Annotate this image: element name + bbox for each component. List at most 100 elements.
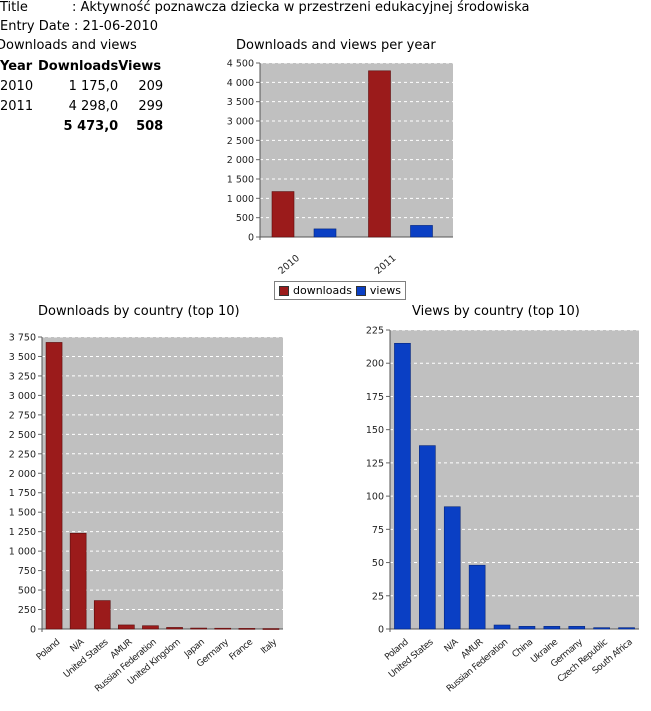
total-views: 508 <box>136 118 164 134</box>
chart-1: 0 250 500 750 1 000 1 250 1 500 1 750 2 000 2 250… <box>9 333 283 694</box>
x-tick-label: France <box>228 637 256 663</box>
y-tick-label: 1 000 <box>9 547 36 558</box>
y-tick-label: 2 000 <box>9 469 36 480</box>
x-tick-label: N/A <box>69 637 88 655</box>
header-views: Views <box>118 58 162 74</box>
y-tick-label: 200 <box>366 359 384 370</box>
y-tick-label: 4 000 <box>227 78 254 89</box>
x-tick-label: N/A <box>443 637 462 655</box>
y-tick-label: 175 <box>366 392 384 403</box>
title-value: : Aktywność poznawcza dziecka w przestrz… <box>72 0 530 15</box>
y-tick-label: 125 <box>366 458 384 469</box>
year-cell: 2010 <box>0 78 34 94</box>
chart-0: 0 500 1 000 1 500 2 000 2 500 3 000 3 500 4 000 4… <box>227 59 453 277</box>
entry-date-label: Entry Date <box>0 19 70 34</box>
bar-downloads <box>271 191 295 238</box>
y-tick-label: 3 500 <box>227 97 254 108</box>
bar <box>118 624 135 630</box>
y-tick-label: 3 000 <box>9 391 36 402</box>
bar-downloads <box>368 70 391 238</box>
stats-header-row: Year Downloads Views <box>0 56 163 76</box>
legend-views-swatch <box>355 285 366 296</box>
bar <box>443 506 461 630</box>
title-row: Title : Aktywność poznawcza dziecka w prz… <box>0 0 529 16</box>
chart-title-views-country: Views by country (top 10) <box>412 304 580 319</box>
chart-legend: downloads views <box>274 281 406 300</box>
y-tick-label: 150 <box>366 425 384 436</box>
y-tick-label: 750 <box>18 566 36 577</box>
y-tick-label: 2 500 <box>227 136 254 147</box>
total-row: 5 473,0 508 <box>0 116 164 136</box>
bar <box>190 627 207 630</box>
legend-downloads-swatch <box>279 285 289 296</box>
y-tick-label: 2 000 <box>227 155 254 166</box>
header-downloads: Downloads <box>38 58 119 74</box>
legend-downloads-label: downloads <box>293 284 352 297</box>
header-year: Year <box>0 58 33 74</box>
chart-title-per-year: Downloads and views per year <box>236 38 436 53</box>
x-tick-label: United States <box>387 637 436 680</box>
y-tick-label: 1 250 <box>9 527 36 538</box>
bar <box>468 564 486 630</box>
bar-views <box>313 228 337 238</box>
y-tick-label: 4 500 <box>227 59 254 70</box>
bar <box>214 627 232 630</box>
bar <box>593 627 610 630</box>
y-tick-label: 0 <box>30 625 36 636</box>
bar <box>618 627 635 630</box>
y-tick-label: 75 <box>372 525 384 536</box>
bar <box>45 342 63 630</box>
bar <box>543 626 561 630</box>
x-tick-label: 2010 <box>276 253 302 277</box>
views-cell: 299 <box>138 98 164 114</box>
views-cell: 209 <box>138 78 164 94</box>
x-tick-label: Italy <box>259 637 279 656</box>
y-tick-label: 2 750 <box>9 410 36 421</box>
y-tick-label: 25 <box>372 591 384 602</box>
y-tick-label: 2 500 <box>9 430 36 441</box>
downloads-cell: 1 175,0 <box>68 78 119 94</box>
bar-views <box>410 225 433 238</box>
y-tick-label: 1 000 <box>227 194 254 205</box>
y-tick-label: 1 500 <box>227 175 254 186</box>
y-tick-label: 1 750 <box>9 488 36 499</box>
title-label: Title <box>0 0 28 15</box>
y-tick-label: 0 <box>378 625 384 636</box>
stats-table: Year Downloads Views 2010 1 175,0 209 20… <box>0 56 163 136</box>
x-tick-label: United States <box>62 637 111 680</box>
bar <box>419 445 436 630</box>
y-tick-label: 100 <box>366 492 384 503</box>
bar <box>166 627 183 630</box>
bar <box>518 626 536 630</box>
y-tick-label: 3 250 <box>9 371 36 382</box>
total-downloads: 5 473,0 <box>63 118 119 134</box>
y-tick-label: 225 <box>366 326 384 337</box>
bar <box>69 532 87 630</box>
y-tick-label: 250 <box>18 605 36 616</box>
y-tick-label: 1 500 <box>9 508 36 519</box>
stats-heading: Downloads and views <box>0 38 137 53</box>
bar <box>394 342 411 630</box>
table-row: 2011 4 298,0 299 <box>0 96 163 116</box>
legend-views-label: views <box>369 284 401 297</box>
x-tick-label: Poland <box>35 638 62 663</box>
chart-title-downloads-country: Downloads by country (top 10) <box>38 304 240 319</box>
entry-date-row: Entry Date : 21-06-2010 <box>0 19 158 35</box>
y-tick-label: 2 250 <box>9 449 36 460</box>
table-row: 2010 1 175,0 209 <box>0 76 163 96</box>
bar <box>93 600 111 630</box>
bar <box>238 628 256 630</box>
year-cell: 2011 <box>0 98 34 114</box>
y-tick-label: 50 <box>372 558 384 569</box>
y-tick-label: 500 <box>18 586 36 597</box>
y-tick-label: 0 <box>248 233 254 244</box>
entry-date-value: : 21-06-2010 <box>73 19 158 34</box>
bar <box>568 626 586 630</box>
bar <box>262 628 280 630</box>
x-tick-label: 2011 <box>373 253 399 277</box>
y-tick-label: 3 750 <box>9 333 36 344</box>
downloads-cell: 4 298,0 <box>68 98 119 114</box>
bar <box>493 624 511 630</box>
